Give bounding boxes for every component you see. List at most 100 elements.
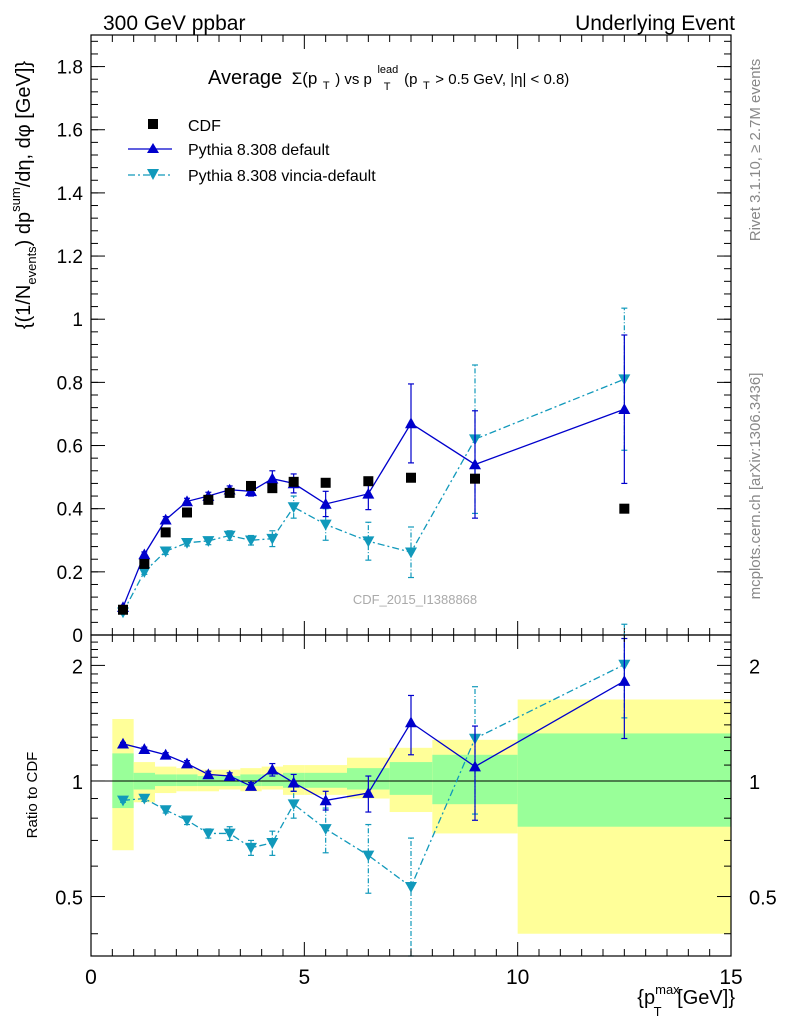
main-y-tick-label: 1.8: [57, 58, 83, 79]
vincia-point: [159, 546, 172, 558]
ratio-vincia-point: [266, 838, 279, 849]
ratio-vincia-point: [138, 793, 151, 805]
mcplots-label: mcplots.cern.ch [arXiv:1306.3436]: [747, 373, 764, 600]
cdf-point: [619, 503, 630, 514]
ratio-inner-band: [389, 762, 433, 795]
ratio-default-point: [202, 768, 215, 780]
default-point: [618, 403, 631, 415]
ratio-default-point: [117, 737, 129, 749]
cdf-point: [160, 527, 171, 538]
legend-cdf-label: CDF: [188, 118, 221, 135]
ratio-inner-band: [261, 774, 283, 787]
cdf-point: [246, 480, 256, 491]
legend-default-label: Pythia 8.308 default: [188, 142, 330, 159]
ratio-default-point: [618, 675, 631, 686]
ratio-plot-panel: 0.5 0.5 1 1 2 2 0 5 10 15 Ratio to CDF {pmax T [Ge…: [24, 623, 777, 1019]
ratio-default-point: [469, 760, 481, 772]
ratio-default-point: [223, 770, 236, 781]
main-y-tick-label: 0: [72, 626, 83, 647]
ratio-default-point: [181, 757, 193, 769]
ratio-inner-band: [304, 772, 347, 788]
ratio-vincia-point: [405, 882, 417, 893]
vincia-point: [319, 519, 332, 531]
main-y-tick-label: 1.2: [57, 247, 83, 268]
cdf-point: [139, 558, 150, 569]
vincia-point: [245, 535, 257, 547]
title-sub-t2: T: [384, 81, 391, 93]
ratio-vincia-line: [122, 663, 625, 888]
main-plot-panel: 0 0.2 0.4 0.6 0.8 1 1.2 1.4 1.6 1.8 CDF_2015_I138…: [8, 34, 732, 647]
ratio-y-tick-label: 0.5: [55, 888, 83, 910]
vincia-point: [405, 547, 417, 559]
ratio-default-point: [287, 776, 300, 788]
default-point: [362, 487, 375, 499]
main-y-tick-label: 1.6: [57, 121, 83, 142]
vincia-point: [202, 536, 215, 547]
x-tick-label: 5: [298, 966, 310, 989]
main-y-tick-label: 0.8: [57, 373, 83, 394]
legend-vincia-label: Pythia 8.308 vincia-default: [188, 168, 376, 185]
rivet-label: Rivet 3.1.10, ≥ 2.7M events: [747, 59, 764, 242]
title-cut-rest: > 0.5 GeV, |η| < 0.8): [435, 71, 569, 88]
ratio-default-point: [159, 748, 172, 760]
vincia-point: [287, 502, 300, 514]
default-point: [181, 495, 193, 507]
ratio-y-tick-label-right: 2: [749, 656, 760, 678]
x-axis-label: {pmax T [GeV]}: [637, 982, 735, 1019]
ratio-inner-band: [155, 774, 177, 787]
vincia-point: [181, 537, 193, 549]
main-y-tick-label: 0.4: [57, 500, 84, 521]
ratio-y-tick-label-right: 0.5: [749, 888, 777, 910]
ratio-vincia-point: [117, 795, 129, 807]
ratio-inner-band: [517, 733, 731, 827]
default-point: [159, 513, 172, 525]
ratio-vincia-point: [223, 828, 236, 840]
ratio-y-axis-label: Ratio to CDF: [24, 752, 41, 839]
legend-default-marker: [147, 143, 159, 153]
watermark: CDF_2015_I1388868: [353, 592, 477, 607]
cdf-point: [224, 487, 235, 498]
ratio-vincia-point: [159, 805, 172, 817]
cdf-point: [363, 476, 374, 487]
vincia-point: [138, 567, 151, 578]
cdf-point: [288, 476, 299, 487]
title-sigma: Σ(p: [292, 69, 318, 88]
default-point: [469, 458, 481, 470]
ratio-default-point: [405, 716, 417, 728]
ratio-inner-band: [176, 774, 198, 787]
plot-title: Average Σ(p T ) vs p lead T (p T > 0.5 G…: [208, 56, 569, 95]
vincia-point: [362, 536, 375, 548]
vincia-line: [122, 378, 625, 613]
ratio-default-point: [266, 763, 279, 775]
cdf-point: [267, 483, 278, 494]
main-y-tick-label: 1: [72, 310, 83, 331]
ratio-default-point: [319, 794, 332, 806]
x-tick-label: 15: [719, 966, 742, 989]
legend-vincia-marker: [147, 169, 159, 180]
title-sub-t: T: [323, 80, 330, 92]
title-sub-t3: T: [423, 80, 430, 92]
ratio-vincia-point: [181, 815, 193, 827]
cdf-point: [203, 494, 214, 505]
cdf-point: [118, 604, 128, 615]
default-point: [266, 472, 279, 484]
cdf-point: [406, 472, 416, 483]
cdf-point: [470, 473, 480, 484]
ratio-vincia-point: [319, 824, 332, 835]
ratio-y-tick-label: 1: [72, 772, 83, 794]
legend: CDF Pythia 8.308 default Pythia 8.308 vi…: [128, 118, 376, 185]
vincia-point: [266, 533, 279, 545]
ratio-y-tick-label: 2: [72, 656, 83, 678]
main-y-tick-label: 0.2: [57, 563, 83, 584]
default-point: [138, 548, 151, 560]
ratio-vincia-point: [245, 842, 257, 854]
ratio-default-point: [138, 743, 151, 754]
cdf-point: [320, 477, 331, 488]
x-tick-label: 10: [506, 966, 529, 989]
energy-label: 300 GeV ppbar: [103, 12, 245, 35]
ratio-default-point: [362, 787, 375, 798]
default-point: [405, 417, 417, 429]
default-line: [122, 408, 625, 608]
cdf-point: [182, 507, 192, 518]
